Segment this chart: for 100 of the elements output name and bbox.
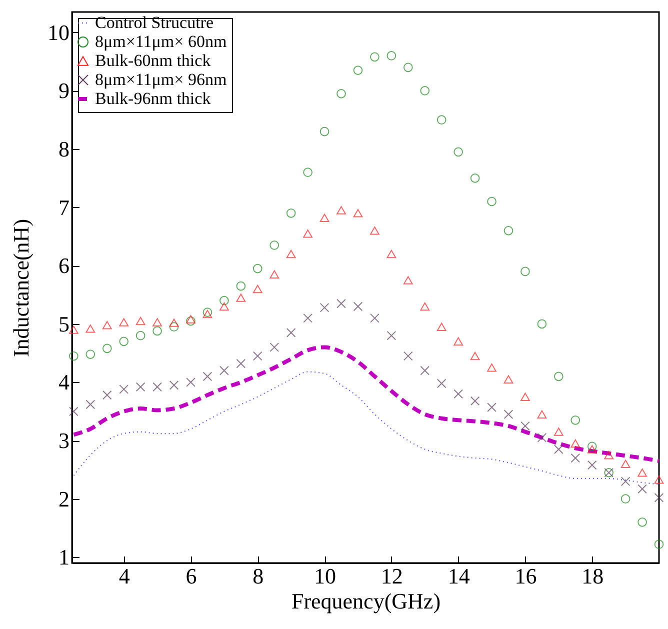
point <box>102 320 112 330</box>
point <box>186 378 196 387</box>
point <box>420 366 430 376</box>
point <box>220 296 229 306</box>
point <box>102 390 112 400</box>
point <box>86 324 96 333</box>
y-tick-label: 5 <box>58 311 70 336</box>
point <box>202 372 212 382</box>
point <box>286 250 296 258</box>
point <box>353 209 363 218</box>
point <box>487 364 496 372</box>
y-tick-label: 9 <box>58 78 70 104</box>
point <box>152 382 162 392</box>
point <box>470 174 480 183</box>
point <box>454 147 463 157</box>
line-series <box>72 345 661 463</box>
point <box>537 410 547 418</box>
point <box>403 62 413 72</box>
point <box>487 196 496 206</box>
point <box>119 336 129 346</box>
point <box>186 315 196 324</box>
point <box>570 453 580 463</box>
point <box>303 229 312 238</box>
point <box>270 240 280 250</box>
point <box>554 428 564 436</box>
point <box>537 432 547 442</box>
point <box>336 88 346 98</box>
x-tick-label: 18 <box>582 564 604 588</box>
legend-label: Control Strucutre <box>95 13 214 32</box>
x-tick-label: 8 <box>252 564 264 588</box>
y-tick-label: 3 <box>58 428 70 454</box>
point <box>169 322 179 332</box>
point <box>270 270 280 279</box>
x-tick-label: 6 <box>186 564 197 588</box>
point <box>386 250 396 258</box>
y-tick-label: 7 <box>58 194 70 220</box>
point <box>68 406 78 416</box>
x-tick-label: 14 <box>448 564 470 588</box>
point <box>587 445 597 454</box>
point <box>436 378 446 388</box>
point <box>520 421 530 431</box>
point <box>520 266 530 276</box>
point <box>303 168 312 178</box>
point <box>68 326 78 334</box>
point <box>504 226 514 236</box>
point <box>320 126 330 136</box>
point <box>169 380 179 390</box>
point <box>454 389 463 399</box>
point <box>136 330 146 340</box>
point <box>487 402 496 412</box>
y-tick-label: 2 <box>58 486 70 512</box>
point <box>370 313 380 323</box>
point <box>370 52 380 62</box>
point <box>570 415 580 425</box>
point <box>169 318 179 327</box>
legend-label: 8μm×11μm× 60nm <box>95 32 227 51</box>
point <box>286 208 296 218</box>
point <box>537 319 547 329</box>
y-tick-label: 10 <box>48 20 70 45</box>
point <box>554 372 564 382</box>
x-tick-label: 4 <box>118 564 130 588</box>
legend-label: Bulk-96nm thick <box>95 89 212 108</box>
point <box>353 302 363 312</box>
point <box>336 206 346 214</box>
point <box>403 351 413 361</box>
point <box>520 392 530 401</box>
y-tick-label: 4 <box>58 370 70 395</box>
point <box>320 302 330 312</box>
point <box>286 328 296 338</box>
point <box>386 51 396 60</box>
x-tick-label: 16 <box>514 564 537 588</box>
point <box>252 264 262 274</box>
point <box>436 322 446 331</box>
legend-label: Bulk-60nm thick <box>95 51 212 70</box>
point <box>470 396 480 406</box>
point <box>86 350 96 359</box>
point <box>353 66 363 75</box>
point <box>620 460 630 468</box>
point <box>370 226 380 235</box>
point <box>236 294 246 302</box>
y-axis-title: Inductance(nH) <box>8 218 34 358</box>
point <box>303 313 312 323</box>
point <box>270 342 280 352</box>
point <box>220 302 229 311</box>
point <box>454 337 463 346</box>
point <box>420 302 430 311</box>
point <box>119 318 129 326</box>
x-tick-label: 10 <box>314 564 336 588</box>
point <box>220 366 229 376</box>
point <box>320 214 330 222</box>
point <box>403 276 413 284</box>
x-axis-title: Frequency(GHz) <box>291 588 441 614</box>
point <box>119 384 129 394</box>
point <box>152 326 162 336</box>
point <box>620 494 630 504</box>
point <box>654 493 664 502</box>
point <box>604 451 614 460</box>
point <box>86 400 96 410</box>
point <box>504 410 514 419</box>
point <box>638 468 647 477</box>
